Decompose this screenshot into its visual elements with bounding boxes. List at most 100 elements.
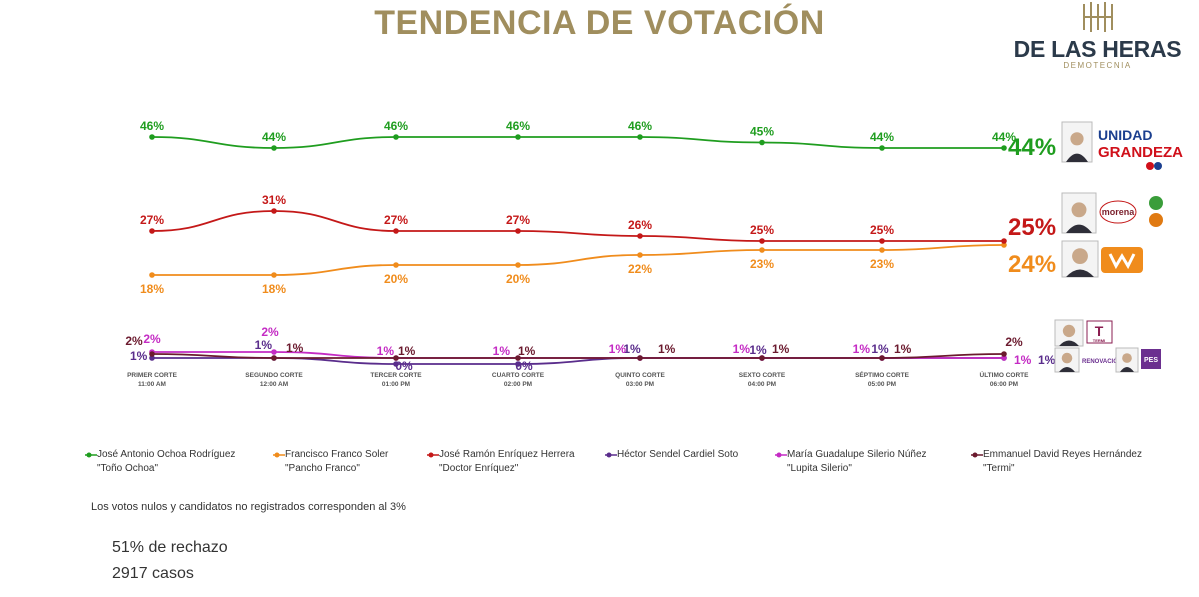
- series-point-enriquez-6: [759, 238, 765, 244]
- data-label-reyes-8: 2%: [1005, 335, 1023, 349]
- data-label-silerio-1: 2%: [143, 332, 161, 346]
- photo-silerio-head: [1061, 352, 1073, 364]
- data-label-ochoa-1: 46%: [140, 119, 164, 133]
- series-point-enriquez-4: [515, 228, 521, 234]
- series-point-cardiel-4: [515, 361, 521, 367]
- chart-title: TENDENCIA DE VOTACIÓN: [374, 4, 825, 42]
- legend-marker-cardiel: [605, 452, 617, 458]
- series-point-franco-7: [879, 247, 885, 253]
- legend-nickname-ochoa: "Toño Ochoa": [97, 463, 159, 474]
- series-line-ochoa: [151, 136, 1004, 149]
- photo-reyes-head: [1062, 324, 1076, 338]
- final-value-ochoa: 44%: [1008, 134, 1056, 161]
- data-label-reyes-1: 2%: [125, 334, 143, 348]
- x-tick-label-6: SEXTO CORTE: [739, 372, 786, 379]
- logo-pvem-icon: [1149, 196, 1163, 210]
- series-point-ochoa-6: [759, 139, 765, 146]
- data-label-ochoa-3: 46%: [384, 119, 408, 133]
- logo-pri-icon: [1146, 162, 1154, 170]
- series-point-franco-5: [637, 252, 643, 258]
- logo-termi-frame: [1086, 320, 1113, 344]
- data-label-ochoa-7: 44%: [870, 130, 894, 144]
- legend-marker-enriquez: [427, 452, 439, 458]
- photo-enriquez-body: [1066, 224, 1092, 233]
- x-tick-label-4: CUARTO CORTE: [492, 372, 545, 379]
- series-point-enriquez-3: [393, 228, 399, 234]
- data-label-franco-7: 23%: [870, 257, 894, 271]
- series-point-reyes-3: [393, 355, 399, 361]
- legend-nickname-silerio: "Lupita Silerio": [787, 463, 852, 474]
- data-label-cardiel-4: 0%: [515, 359, 533, 373]
- null-votes-note: Los votos nulos y candidatos no registra…: [91, 501, 406, 513]
- brand-logo: DE LAS HERAS DEMOTECNIA: [1010, 0, 1185, 72]
- photo-franco-head: [1072, 248, 1088, 265]
- data-label-cardiel-3: 0%: [395, 359, 413, 373]
- data-label-enriquez-6: 25%: [750, 223, 774, 237]
- brand-name: DE LAS HERAS: [1013, 36, 1182, 62]
- data-label-reyes-4: 1%: [518, 344, 536, 358]
- x-tick-label-5: QUINTO CORTE: [615, 372, 665, 379]
- data-label-ochoa-4: 46%: [506, 119, 530, 133]
- x-tick-time-4: 02:00 PM: [504, 381, 532, 388]
- x-tick-time-8: 06:00 PM: [990, 381, 1018, 388]
- series-point-franco-4: [515, 262, 521, 268]
- legend-nickname-franco: "Pancho Franco": [285, 463, 360, 474]
- series-point-cardiel-1: [149, 355, 155, 361]
- x-tick-time-6: 04:00 PM: [748, 381, 776, 388]
- data-label-cardiel-5: 1%: [623, 342, 641, 356]
- data-label-franco-5: 22%: [628, 262, 652, 276]
- data-label-cardiel-6: 1%: [749, 343, 767, 357]
- data-label-franco-3: 20%: [384, 272, 408, 286]
- x-tick-time-3: 01:00 PM: [382, 381, 410, 388]
- series-point-cardiel-3: [393, 361, 399, 367]
- series-point-reyes-5: [637, 355, 643, 361]
- logo-mc-frame: [1101, 247, 1143, 273]
- x-tick-time-7: 05:00 PM: [868, 381, 896, 388]
- vote-trend-chart: 46%44%46% 46% 46% 45% 44% 44%18% 18%20% 20%22% 2…: [125, 119, 1183, 388]
- series-point-reyes-6: [759, 355, 765, 361]
- data-label-reyes-5: 1%: [658, 342, 676, 356]
- legend-name-reyes: Emmanuel David Reyes Hernández: [983, 449, 1142, 460]
- series-point-franco-6: [759, 247, 765, 253]
- series-point-enriquez-2: [271, 208, 277, 214]
- data-label-franco-2: 18%: [262, 282, 286, 296]
- rejection-stat: 51% de rechazo: [112, 539, 228, 556]
- series-point-enriquez-8: [1001, 238, 1007, 244]
- data-label-silerio-4: 1%: [493, 344, 511, 358]
- photo-cardiel-body: [1120, 366, 1134, 372]
- legend-marker-ochoa: [85, 452, 97, 458]
- photo-silerio-body: [1059, 366, 1075, 372]
- series-point-ochoa-8: [1001, 145, 1007, 151]
- data-label-reyes-6: 1%: [772, 342, 790, 356]
- series-point-ochoa-5: [637, 134, 643, 140]
- series-point-silerio-8: [1001, 355, 1007, 361]
- photo-cardiel-head: [1122, 353, 1132, 363]
- data-label-reyes-7: 1%: [894, 342, 912, 356]
- series-point-reyes-1: [149, 351, 155, 357]
- data-label-silerio-8: 1%: [1014, 353, 1032, 367]
- series-point-ochoa-7: [879, 145, 885, 151]
- data-label-franco-4: 20%: [506, 272, 530, 286]
- data-label-reyes-2: 1%: [286, 341, 304, 355]
- series-point-enriquez-7: [879, 238, 885, 244]
- legend-name-ochoa: José Antonio Ochoa Rodríguez: [97, 449, 236, 460]
- x-tick-label-7: SÉPTIMO CORTE: [855, 370, 909, 379]
- logo-unidad-text: UNIDAD: [1098, 127, 1152, 143]
- brand-mark-icon: [1083, 2, 1113, 32]
- photo-enriquez-head: [1071, 202, 1087, 218]
- data-label-ochoa-5: 46%: [628, 119, 652, 133]
- data-label-silerio-5: 1%: [609, 342, 627, 356]
- logo-pes-text: PES: [1144, 357, 1158, 364]
- data-label-enriquez-3: 27%: [384, 213, 408, 227]
- series-point-ochoa-2: [271, 145, 277, 151]
- photo-reyes-body: [1059, 340, 1079, 346]
- series-line-franco: [151, 244, 1005, 276]
- series-point-ochoa-3: [393, 134, 399, 140]
- logo-pan-icon: [1154, 162, 1162, 170]
- series-point-franco-8: [1001, 242, 1007, 248]
- series-point-franco-3: [393, 262, 399, 268]
- final-value-franco: 24%: [1008, 251, 1056, 278]
- data-label-silerio-6: 1%: [733, 342, 751, 356]
- legend-name-silerio: María Guadalupe Silerio Núñez: [787, 449, 927, 460]
- series-point-enriquez-1: [149, 228, 155, 234]
